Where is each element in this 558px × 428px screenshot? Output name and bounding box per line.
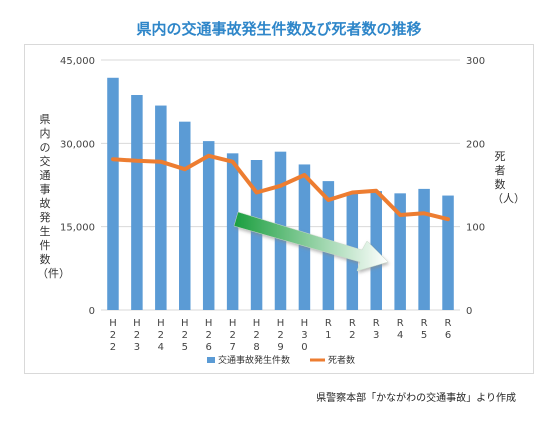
right-tick-label: 0 [466, 306, 472, 317]
x-axis-ticks: H 2 2 H 2 3 H 2 4 H 2 5 H 2 6 H 2 7 H 2 8 H 2 9 H 3 0 R 1 R 2 R 3 R 4 R 5 R 6 [109, 318, 451, 353]
bar-H22 [107, 77, 119, 311]
left-tick-label: 15,000 [60, 223, 95, 234]
y-axis-right-label: 死者数（人） [492, 150, 525, 205]
bar-H24 [155, 105, 167, 310]
trend-arrow [233, 211, 389, 272]
legend: 交通事故発生件数 死者数 [207, 354, 355, 366]
bar-series [107, 77, 454, 311]
bar-R4 [394, 193, 406, 310]
left-tick-label: 45,000 [60, 56, 95, 67]
bar-R6 [442, 195, 454, 310]
bar-H27 [226, 153, 239, 310]
right-tick-label: 200 [466, 139, 485, 150]
bar-H23 [131, 95, 143, 310]
bar-R5 [418, 188, 430, 310]
chart-frame [24, 44, 534, 374]
bar-H28 [250, 160, 263, 310]
death-count-line [111, 153, 450, 222]
right-axis-ticks: 0 100 200 300 [466, 56, 485, 317]
left-tick-label: 30,000 [60, 139, 95, 150]
source-note: 県警察本部「かながわの交通事故」より作成 [316, 393, 516, 404]
left-tick-label: 0 [89, 306, 95, 317]
chart-title: 県内の交通事故発生件数及び死者数の推移 [136, 20, 422, 38]
legend-bar-swatch [207, 357, 215, 363]
bar-H25 [179, 121, 191, 311]
left-axis-ticks: 0 15,000 30,000 45,000 [60, 56, 95, 317]
legend-line-label: 死者数 [328, 354, 355, 366]
legend-bar-label: 交通事故発生件数 [218, 354, 290, 366]
bar-H26 [202, 141, 215, 310]
right-tick-label: 100 [466, 223, 485, 234]
y-axis-left-label: 県内の交通事故発生件数（件） [37, 113, 70, 280]
right-tick-label: 300 [466, 56, 485, 67]
